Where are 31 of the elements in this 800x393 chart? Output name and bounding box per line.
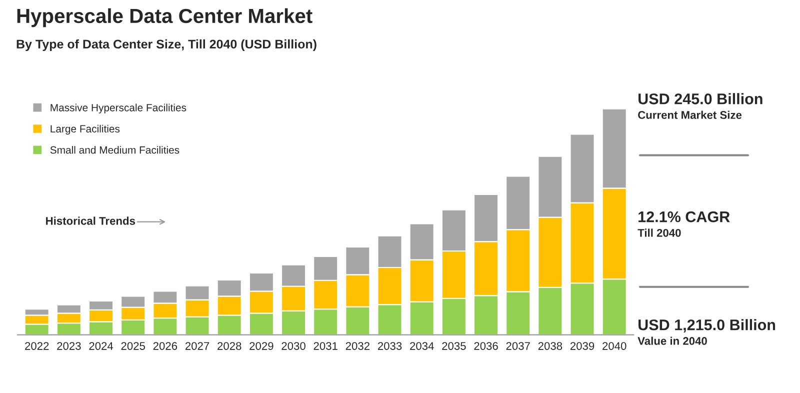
chart-title: Hyperscale Data Center Market xyxy=(17,8,312,28)
x-tick-label: 2032 xyxy=(346,342,370,350)
x-tick-label: 2036 xyxy=(474,342,498,350)
x-tick-label: 2031 xyxy=(314,342,338,350)
x-tick-label: 2029 xyxy=(250,342,274,350)
x-tick-label: 2022 xyxy=(25,342,49,350)
chart-subtitle: By Type of Data Center Size, Till 2040 (USD Billion) xyxy=(16,39,316,52)
x-tick-label: 2034 xyxy=(410,342,434,350)
x-tick-label: 2033 xyxy=(378,342,402,350)
text: 12.1% CAGR xyxy=(638,211,730,222)
text: USD 1,215.0 Billion xyxy=(638,319,776,333)
x-tick-label: 2030 xyxy=(282,342,306,350)
x-tick-label: 2027 xyxy=(185,342,210,350)
annotation: Historical Trends xyxy=(46,216,136,225)
x-tick-label: 2037 xyxy=(506,342,530,350)
legend-label: Large Facilities xyxy=(50,124,120,135)
x-tick-label: 2026 xyxy=(153,342,178,350)
x-tick-label: 2038 xyxy=(538,342,562,350)
legend-label: Small and Medium Facilities xyxy=(50,146,180,154)
text: USD 245.0 Billion xyxy=(638,93,762,104)
x-tick-label: 2023 xyxy=(57,342,81,350)
x-tick-label: 2039 xyxy=(570,342,594,350)
x-tick-label: 2024 xyxy=(89,342,114,350)
text: Current Market Size xyxy=(638,110,742,119)
x-tick-label: 2025 xyxy=(121,342,145,350)
legend-label: Massive Hyperscale Facilities xyxy=(50,104,186,114)
text: Value in 2040 xyxy=(638,336,707,345)
x-tick-label: 2028 xyxy=(218,342,242,350)
x-tick-label: 2040 xyxy=(602,342,626,350)
x-tick-label: 2035 xyxy=(442,342,466,350)
text: Till 2040 xyxy=(638,228,681,237)
